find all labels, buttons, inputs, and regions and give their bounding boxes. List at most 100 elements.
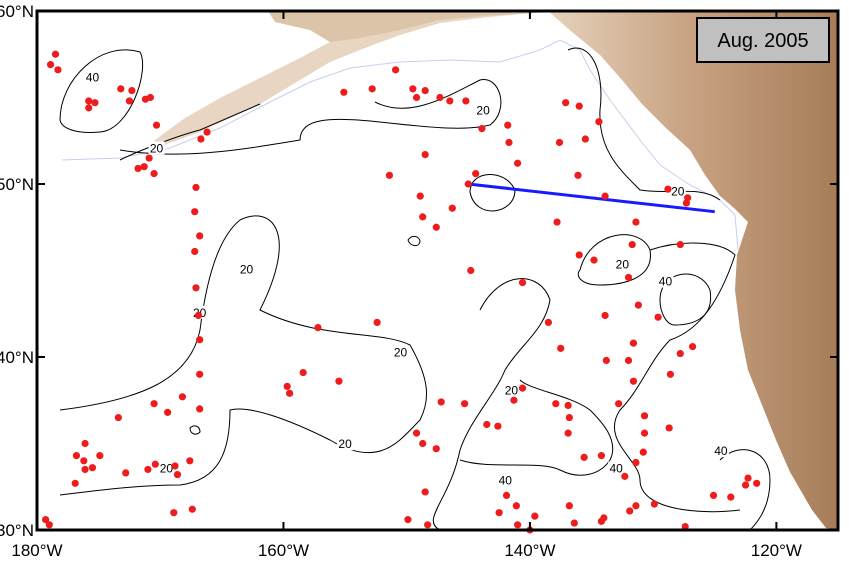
observation-point <box>283 382 291 391</box>
observation-point <box>632 458 640 467</box>
observation-point <box>510 396 518 404</box>
contour-line <box>577 234 651 286</box>
observation-point <box>432 223 440 231</box>
contour-label: 20 <box>338 437 352 451</box>
contour-label: 20 <box>150 141 164 155</box>
axes: 180°W 160°W 140°W 120°W 30°N 40°N 50°N 60°N <box>0 2 838 560</box>
land-layer <box>61 11 838 530</box>
observation-point <box>478 125 486 133</box>
observation-point <box>628 240 636 249</box>
observation-point <box>151 460 159 468</box>
observation-point <box>502 491 511 499</box>
observation-point <box>753 479 761 487</box>
observation-point <box>140 163 148 171</box>
observation-point <box>314 323 322 332</box>
observation-point <box>91 99 99 107</box>
observation-point <box>192 183 200 192</box>
contour-label: 40 <box>714 444 728 458</box>
observation-point <box>144 465 152 474</box>
observation-point <box>191 208 199 216</box>
observation-point <box>424 521 432 529</box>
observation-point <box>574 171 582 179</box>
observation-point <box>544 318 553 326</box>
observation-point <box>81 439 89 448</box>
observation-point <box>681 522 689 531</box>
observation-point <box>152 121 161 129</box>
observation-point <box>570 519 578 527</box>
date-badge-label: Aug. 2005 <box>717 30 808 52</box>
observation-point <box>51 50 60 58</box>
observation-point <box>676 240 684 249</box>
observation-point <box>462 97 470 105</box>
observation-point <box>688 343 697 351</box>
observation-point <box>504 121 512 129</box>
observation-point <box>145 154 153 162</box>
observation-point <box>580 453 588 461</box>
observation-point <box>531 512 539 520</box>
observation-point <box>514 521 522 529</box>
observation-point <box>188 505 196 513</box>
observation-point <box>629 377 638 385</box>
lon-tick-label: 120°W <box>751 541 802 560</box>
observation-point <box>575 102 583 110</box>
observation-point <box>125 97 134 105</box>
contour-label-bg <box>475 103 492 117</box>
observation-point <box>196 232 204 240</box>
contour-label-bg <box>669 184 686 198</box>
contour-line <box>719 449 771 530</box>
observation-point <box>626 507 634 515</box>
observation-point <box>80 457 88 465</box>
lat-tick-label: 50°N <box>0 175 34 194</box>
observation-point <box>340 88 348 96</box>
observation-point <box>590 256 598 264</box>
observation-point <box>191 247 199 256</box>
observation-point <box>404 516 412 524</box>
observation-point <box>640 429 649 437</box>
contour-label-bg <box>712 444 729 458</box>
observation-point <box>666 370 675 378</box>
observation-point <box>709 491 718 499</box>
shelf-outline <box>61 39 739 251</box>
observation-point <box>419 213 427 221</box>
observation-point <box>81 465 89 474</box>
observation-point <box>557 344 565 352</box>
observation-point <box>286 389 294 397</box>
observation-point <box>85 104 93 112</box>
observation-point <box>173 471 182 479</box>
observation-point <box>621 472 629 480</box>
observation-point <box>446 97 454 105</box>
observation-point <box>368 85 376 93</box>
observation-point <box>518 279 527 287</box>
contour-label: 20 <box>240 263 254 277</box>
observation-point <box>114 413 122 422</box>
observation-point <box>512 502 520 510</box>
contour-label: 20 <box>394 346 408 360</box>
observation-point <box>602 356 610 365</box>
observation-point <box>632 502 640 510</box>
observation-point <box>629 339 638 347</box>
observation-point <box>196 370 204 378</box>
observation-point <box>727 493 735 501</box>
observation-point <box>178 393 187 401</box>
observation-point <box>640 412 649 420</box>
observation-point <box>565 413 573 422</box>
observation-point <box>437 398 445 406</box>
observation-point <box>46 61 55 69</box>
observation-point <box>128 86 136 95</box>
contour-label-bg <box>657 274 674 288</box>
observation-point <box>150 400 158 408</box>
observation-point <box>494 422 502 430</box>
observation-point <box>575 251 583 259</box>
contour-line <box>407 235 421 247</box>
observation-point <box>141 95 150 103</box>
observation-point <box>562 99 570 107</box>
observation-point <box>664 185 672 193</box>
observation-point <box>373 318 381 326</box>
contour-label-bg <box>238 262 255 276</box>
observation-point <box>741 481 750 489</box>
observation-point <box>601 311 609 320</box>
observation-point <box>42 516 50 524</box>
contour-line <box>59 215 428 496</box>
observation-point <box>564 429 572 437</box>
observation-point <box>564 401 572 410</box>
